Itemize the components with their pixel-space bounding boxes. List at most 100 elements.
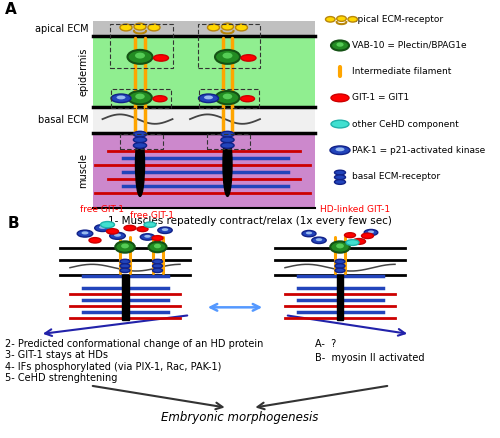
Circle shape [134,131,146,137]
Circle shape [334,180,345,184]
Circle shape [364,230,378,236]
Circle shape [106,229,118,234]
Ellipse shape [326,17,335,22]
Circle shape [114,233,121,237]
Text: HD-linked GIT-1: HD-linked GIT-1 [320,205,390,214]
Circle shape [336,148,344,151]
Circle shape [306,232,312,234]
Text: VAB-10 = Plectin/BPAG1e: VAB-10 = Plectin/BPAG1e [352,41,467,50]
FancyBboxPatch shape [92,21,315,36]
Circle shape [144,222,156,227]
Text: epidermis: epidermis [78,48,88,96]
Circle shape [198,94,218,102]
Ellipse shape [222,23,234,30]
Circle shape [221,137,234,143]
Text: 3- GIT-1 stays at HDs: 3- GIT-1 stays at HDs [5,350,108,360]
Circle shape [334,170,345,175]
Circle shape [110,232,126,239]
Ellipse shape [330,241,350,253]
Text: apical ECM: apical ECM [35,24,88,34]
Circle shape [241,55,256,61]
Ellipse shape [336,42,344,47]
Circle shape [334,175,345,180]
Circle shape [120,268,130,272]
Ellipse shape [236,24,248,31]
Text: muscle: muscle [78,153,88,188]
Ellipse shape [208,24,220,31]
Text: Embryonic morphogenesis: Embryonic morphogenesis [162,411,318,424]
Ellipse shape [148,242,166,252]
Ellipse shape [136,132,144,196]
Circle shape [124,225,136,231]
Circle shape [116,95,126,99]
Circle shape [335,259,345,264]
Circle shape [120,259,130,264]
Ellipse shape [336,16,346,21]
Circle shape [335,264,345,268]
Circle shape [134,137,146,143]
Text: basal ECM: basal ECM [38,115,88,125]
Text: B: B [8,216,19,231]
Text: 2- Predicted conformational change of an HD protein: 2- Predicted conformational change of an… [5,339,264,349]
Circle shape [137,227,148,232]
Circle shape [331,120,349,128]
Circle shape [89,238,101,243]
Ellipse shape [222,53,232,59]
Ellipse shape [135,53,145,59]
FancyBboxPatch shape [336,275,344,320]
Circle shape [204,95,213,99]
FancyBboxPatch shape [92,36,315,107]
Text: apical ECM-receptor: apical ECM-receptor [352,15,444,24]
Circle shape [99,226,106,229]
Circle shape [152,268,162,272]
Circle shape [316,238,322,241]
Circle shape [335,268,345,272]
Ellipse shape [336,244,344,248]
Circle shape [94,225,110,232]
Circle shape [368,230,374,233]
Text: Intermediate filament: Intermediate filament [352,67,452,76]
Circle shape [82,231,88,234]
Ellipse shape [331,40,349,50]
Circle shape [331,94,349,102]
Text: basal ECM-receptor: basal ECM-receptor [352,172,440,181]
Ellipse shape [215,50,240,64]
Circle shape [158,227,172,233]
Ellipse shape [223,94,232,99]
Text: other CeHD component: other CeHD component [352,120,459,128]
Ellipse shape [148,24,160,31]
Ellipse shape [154,244,161,248]
Text: free GIT-1: free GIT-1 [130,211,174,220]
Circle shape [152,236,163,240]
Text: 1- Muscles repatedly contract/relax (1x every few sec): 1- Muscles repatedly contract/relax (1x … [108,216,392,226]
Ellipse shape [128,91,152,104]
Circle shape [153,96,167,102]
Ellipse shape [135,94,145,99]
Text: 4- IFs phosphorylated (via PIX-1, Rac, PAK-1): 4- IFs phosphorylated (via PIX-1, Rac, P… [5,362,222,372]
Ellipse shape [216,91,240,104]
Circle shape [144,235,150,238]
Text: PAK-1 = p21-activated kinase: PAK-1 = p21-activated kinase [352,146,486,155]
Circle shape [120,264,130,268]
Text: A-  ?: A- ? [315,339,336,349]
Text: 5- CeHD strenghtening: 5- CeHD strenghtening [5,374,117,383]
Circle shape [240,96,254,102]
Circle shape [77,230,93,237]
Circle shape [221,143,234,148]
Circle shape [154,55,168,61]
Text: A: A [5,2,17,17]
Circle shape [152,259,162,264]
Ellipse shape [128,50,152,64]
Circle shape [140,234,154,240]
Text: free GIT-1: free GIT-1 [80,205,124,214]
FancyBboxPatch shape [92,133,315,208]
Circle shape [134,143,146,148]
Circle shape [344,233,356,238]
Circle shape [111,94,131,102]
Circle shape [352,239,366,244]
Ellipse shape [223,132,232,196]
Circle shape [330,146,350,155]
Circle shape [312,237,326,244]
Text: GIT-1 = GIT1: GIT-1 = GIT1 [352,93,410,102]
Circle shape [152,264,162,268]
